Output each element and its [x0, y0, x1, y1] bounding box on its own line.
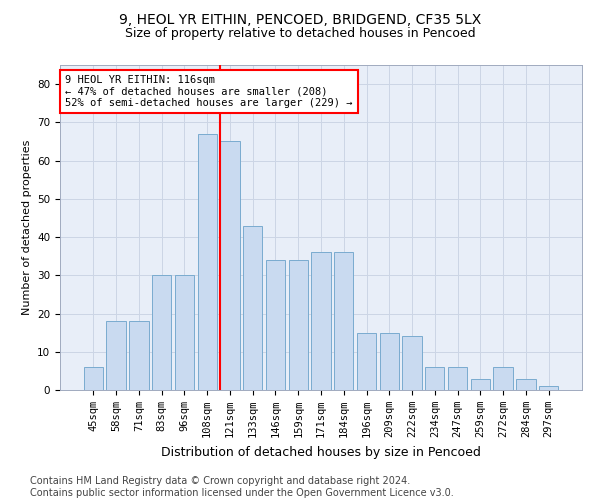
Bar — [106, 321, 126, 390]
Bar — [357, 332, 376, 390]
Bar — [470, 378, 490, 390]
Bar — [493, 367, 513, 390]
Bar — [175, 276, 194, 390]
Bar — [448, 367, 467, 390]
Text: 9 HEOL YR EITHIN: 116sqm
← 47% of detached houses are smaller (208)
52% of semi-: 9 HEOL YR EITHIN: 116sqm ← 47% of detach… — [65, 74, 353, 108]
Bar — [129, 321, 149, 390]
X-axis label: Distribution of detached houses by size in Pencoed: Distribution of detached houses by size … — [161, 446, 481, 458]
Text: 9, HEOL YR EITHIN, PENCOED, BRIDGEND, CF35 5LX: 9, HEOL YR EITHIN, PENCOED, BRIDGEND, CF… — [119, 12, 481, 26]
Bar — [516, 378, 536, 390]
Text: Size of property relative to detached houses in Pencoed: Size of property relative to detached ho… — [125, 28, 475, 40]
Bar — [425, 367, 445, 390]
Text: Contains HM Land Registry data © Crown copyright and database right 2024.
Contai: Contains HM Land Registry data © Crown c… — [30, 476, 454, 498]
Bar — [243, 226, 262, 390]
Bar — [220, 142, 239, 390]
Bar — [266, 260, 285, 390]
Bar — [289, 260, 308, 390]
Bar — [380, 332, 399, 390]
Bar — [334, 252, 353, 390]
Y-axis label: Number of detached properties: Number of detached properties — [22, 140, 32, 315]
Bar — [539, 386, 558, 390]
Bar — [403, 336, 422, 390]
Bar — [311, 252, 331, 390]
Bar — [152, 276, 172, 390]
Bar — [197, 134, 217, 390]
Bar — [84, 367, 103, 390]
